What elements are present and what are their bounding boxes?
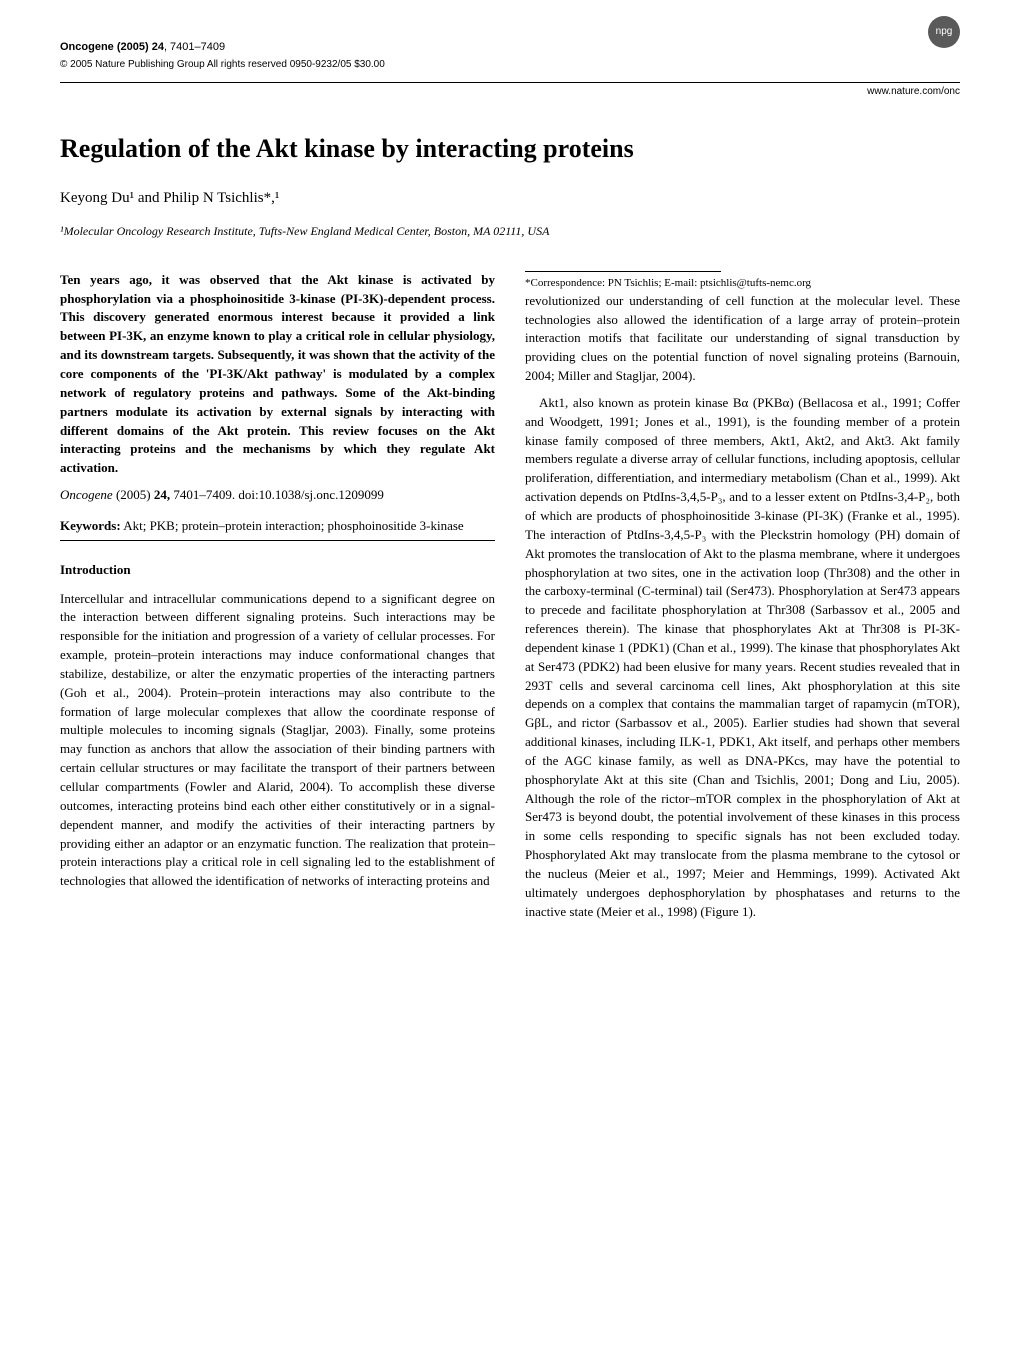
abstract-text: Ten years ago, it was observed that the … xyxy=(60,271,495,478)
header-rule xyxy=(60,82,960,83)
copyright-line: © 2005 Nature Publishing Group All right… xyxy=(60,58,960,73)
footnote-rule xyxy=(525,271,721,272)
correspondence-footnote: *Correspondence: PN Tsichlis; E-mail: pt… xyxy=(525,276,960,292)
journal-header: npg Oncogene (2005) 24, 7401–7409 © 2005… xyxy=(60,40,960,100)
citation-volume: 24, xyxy=(154,487,170,502)
intro-paragraph-1: Intercellular and intracellular communic… xyxy=(60,590,495,892)
npg-logo: npg xyxy=(928,16,960,48)
keywords-block: Keywords: Akt; PKB; protein–protein inte… xyxy=(60,517,495,541)
website-url: www.nature.com/onc xyxy=(60,85,960,100)
article-body-columns: Ten years ago, it was observed that the … xyxy=(60,271,960,922)
publisher-logo-wrap: npg xyxy=(928,16,960,48)
keywords-rule xyxy=(60,540,495,541)
journal-name: Oncogene (2005) 24 xyxy=(60,41,164,53)
affiliation-line: ¹Molecular Oncology Research Institute, … xyxy=(60,223,960,240)
authors-line: Keyong Du¹ and Philip N Tsichlis*,¹ xyxy=(60,188,960,210)
citation-year: (2005) xyxy=(116,487,154,502)
journal-pages: , 7401–7409 xyxy=(164,41,225,53)
citation-pages-doi: 7401–7409. doi:10.1038/sj.onc.1209099 xyxy=(170,487,384,502)
keywords-text: Akt; PKB; protein–protein interaction; p… xyxy=(121,518,464,533)
keywords-label: Keywords: xyxy=(60,518,121,533)
intro-paragraph-3: Akt1, also known as protein kinase Bα (P… xyxy=(525,394,960,922)
footnote-block: *Correspondence: PN Tsichlis; E-mail: pt… xyxy=(525,271,960,292)
intro-paragraph-2: revolutionized our understanding of cell… xyxy=(525,292,960,386)
article-title: Regulation of the Akt kinase by interact… xyxy=(60,130,960,168)
introduction-heading: Introduction xyxy=(60,561,495,580)
journal-citation-line: Oncogene (2005) 24, 7401–7409 xyxy=(60,40,960,56)
article-citation: Oncogene (2005) 24, 7401–7409. doi:10.10… xyxy=(60,486,495,505)
citation-journal: Oncogene xyxy=(60,487,116,502)
